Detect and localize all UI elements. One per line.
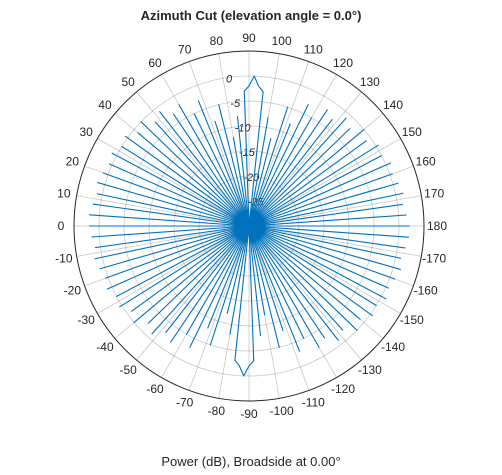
angle-tick-label: 150 (402, 125, 422, 139)
angle-tick-label: -30 (78, 313, 96, 327)
angle-tick-label: 120 (333, 56, 353, 70)
angle-tick-label: -70 (176, 396, 194, 410)
angular-grid-line (248, 138, 401, 227)
angle-tick-label: 90 (242, 31, 256, 45)
angle-tick-label: -10 (55, 252, 73, 266)
angle-tick-label: 60 (148, 56, 162, 70)
radial-tick-label: -15 (239, 147, 256, 159)
angle-tick-label: 140 (383, 98, 403, 112)
radial-tick-label: 0 (226, 73, 233, 85)
angle-tick-label: -120 (331, 382, 355, 396)
angular-grid-line (248, 91, 362, 227)
angular-grid-line (248, 225, 310, 391)
angular-grid-line (188, 61, 250, 227)
angle-tick-label: -90 (240, 407, 258, 421)
angle-tick-label: -80 (208, 404, 226, 418)
angle-tick-label: -60 (146, 382, 164, 396)
angle-tick-label: -100 (270, 404, 294, 418)
angle-tick-label: 160 (416, 155, 436, 169)
angular-grid-line (97, 225, 250, 314)
angle-tick-label: 80 (210, 34, 224, 48)
angular-grid-line (248, 225, 422, 257)
angle-tick-label: -160 (414, 283, 438, 297)
angular-grid-line (248, 225, 401, 314)
angle-tick-label: 110 (304, 42, 323, 56)
angular-grid-line (136, 91, 250, 227)
x-axis-label: Power (dB), Broadside at 0.00° (161, 454, 340, 469)
angle-tick-label: -40 (96, 340, 114, 354)
angular-grid-line (248, 225, 362, 361)
radial-tick-label: -10 (235, 123, 252, 135)
outer-ring (73, 50, 425, 402)
angular-grid-line (188, 225, 250, 391)
angle-tick-label: 50 (121, 75, 135, 89)
angle-tick-label: 30 (80, 125, 94, 139)
angle-tick-label: -140 (381, 340, 405, 354)
angle-tick-label: 10 (57, 186, 71, 200)
angle-tick-label: 70 (178, 42, 192, 56)
angular-grid-line (76, 195, 250, 227)
angular-grid-line (248, 195, 422, 227)
angle-tick-label: -130 (358, 363, 382, 377)
angular-grid-line (136, 225, 250, 361)
angle-tick-label: 20 (66, 155, 80, 169)
chart-title: Azimuth Cut (elevation angle = 0.0°) (141, 8, 362, 23)
angle-tick-label: -110 (302, 396, 325, 410)
angle-tick-label: 40 (98, 98, 112, 112)
angle-tick-label: -150 (400, 313, 424, 327)
angle-tick-label: 130 (360, 75, 380, 89)
series-line (88, 75, 410, 377)
angle-tick-label: -50 (119, 363, 137, 377)
angular-grid-line (97, 138, 250, 227)
angle-tick-label: -20 (64, 283, 82, 297)
radial-tick-label: -5 (230, 98, 241, 110)
angle-tick-label: 100 (272, 34, 292, 48)
angle-tick-label: 170 (424, 186, 444, 200)
angle-tick-label: -170 (422, 252, 446, 266)
angle-tick-label: 0 (58, 219, 65, 233)
angular-grid-line (248, 61, 310, 227)
angle-tick-label: 180 (427, 219, 447, 233)
angular-grid-line (76, 225, 250, 257)
